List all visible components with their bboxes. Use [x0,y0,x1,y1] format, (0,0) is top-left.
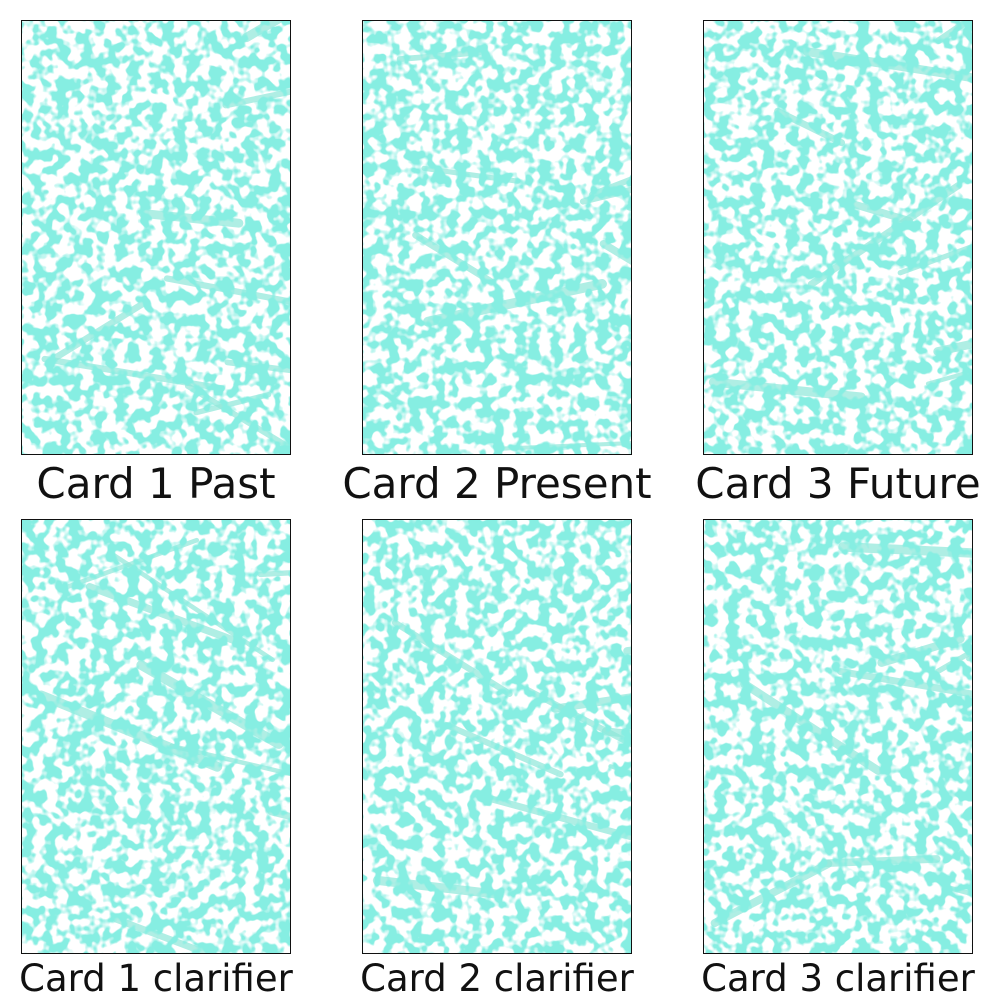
card-2-clarifier-back[interactable] [362,519,632,954]
card-back-pattern [363,21,631,454]
card-back-pattern [704,21,972,454]
card-3-clarifier-back[interactable] [703,519,973,954]
card-2-present-label: Card 2 Present [342,459,652,508]
card-3-clarifier-label: Card 3 clarifier [701,957,975,1000]
card-back-pattern [704,520,972,953]
card-1-clarifier-label: Card 1 clarifier [19,957,293,1000]
card-back-pattern [363,520,631,953]
card-back-pattern [22,21,290,454]
card-1-past-back[interactable] [21,20,291,455]
card-3-future-label: Card 3 Future [695,459,981,508]
card-back-pattern [22,520,290,953]
card-3-future-back[interactable] [703,20,973,455]
card-2-clarifier-label: Card 2 clarifier [360,957,634,1000]
card-1-clarifier-back[interactable] [21,519,291,954]
card-2-present-back[interactable] [362,20,632,455]
card-1-past-label: Card 1 Past [36,459,276,508]
